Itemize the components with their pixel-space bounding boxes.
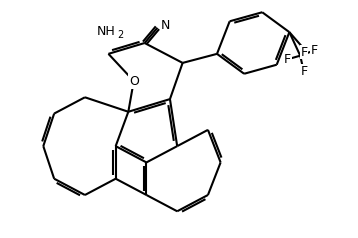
Text: F: F [284,53,291,66]
Text: F: F [300,45,308,59]
Text: N: N [160,20,170,32]
Text: O: O [129,74,139,88]
Text: F: F [300,65,308,79]
Text: 2: 2 [117,30,123,40]
Text: NH: NH [97,25,116,38]
Text: F: F [311,44,318,57]
